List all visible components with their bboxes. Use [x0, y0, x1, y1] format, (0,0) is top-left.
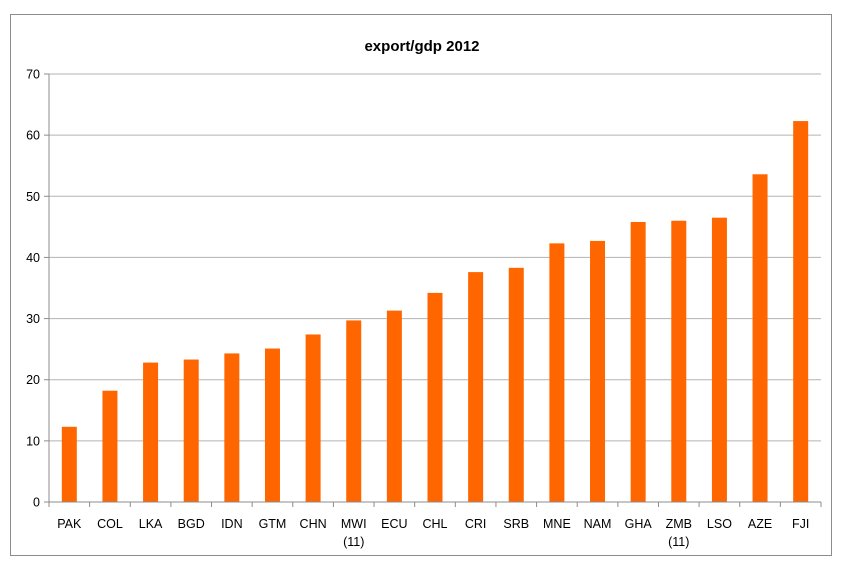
bar [346, 320, 362, 502]
x-tick-label: LSO [707, 517, 732, 531]
x-tick-label: ECU [381, 517, 407, 531]
y-tick-label: 40 [26, 251, 40, 265]
x-tick-label: MNE [543, 517, 571, 531]
bar [224, 353, 240, 502]
bar [427, 292, 443, 502]
x-tick-label: (11) [668, 535, 689, 549]
bar [305, 334, 321, 502]
x-tick-label: PAK [57, 517, 82, 531]
y-tick-label: 50 [26, 190, 40, 204]
bar [183, 359, 199, 502]
x-tick-label: GHA [625, 517, 653, 531]
chart-title: export/gdp 2012 [364, 38, 479, 55]
x-tick-label: AZE [748, 517, 772, 531]
x-tick-label: IDN [221, 517, 243, 531]
bar [102, 390, 118, 502]
bar [508, 267, 524, 502]
bars [61, 121, 809, 503]
x-tick-label: SRB [503, 517, 529, 531]
y-tick-label: 20 [26, 373, 40, 387]
x-tick-label: GTM [259, 517, 287, 531]
bar [793, 121, 809, 502]
bar [143, 362, 159, 502]
bar-chart: export/gdp 2012 0 10 20 30 40 50 60 70 PAK COL LK… [26, 38, 822, 549]
y-tick-label: 30 [26, 312, 40, 326]
y-axis-ticks: 0 10 20 30 40 50 60 70 [26, 68, 40, 510]
bar [711, 217, 727, 502]
chart-frame: export/gdp 2012 0 10 20 30 40 50 60 70 PAK COL LK… [10, 14, 832, 556]
x-axis-labels: PAK COL LKA BGD IDN GTM CHN MWI (11) ECU CHL CRI SRB… [57, 517, 809, 549]
bar [468, 272, 484, 502]
x-tick-label: CRI [465, 517, 487, 531]
x-tick-label: ZMB [666, 517, 692, 531]
x-tick-label: (11) [343, 535, 364, 549]
bar [264, 348, 280, 502]
x-tick-label: COL [97, 517, 123, 531]
x-tick-label: CHL [422, 517, 447, 531]
y-tick-label: 0 [33, 496, 40, 510]
y-tick-label: 60 [26, 129, 40, 143]
x-tick-label: FJI [792, 517, 809, 531]
bar [590, 240, 606, 503]
bar [549, 243, 565, 502]
y-tick-label: 70 [26, 68, 40, 82]
x-tick-label: MWI [341, 517, 367, 531]
axes [44, 73, 822, 507]
x-tick-label: CHN [300, 517, 327, 531]
bar [671, 220, 687, 502]
y-tick-label: 10 [26, 434, 40, 448]
x-tick-label: BGD [178, 517, 205, 531]
x-tick-label: NAM [584, 517, 612, 531]
bar [61, 426, 77, 502]
x-tick-label: LKA [139, 517, 163, 531]
bar [386, 310, 402, 502]
bar [630, 221, 646, 503]
bar [752, 174, 768, 502]
